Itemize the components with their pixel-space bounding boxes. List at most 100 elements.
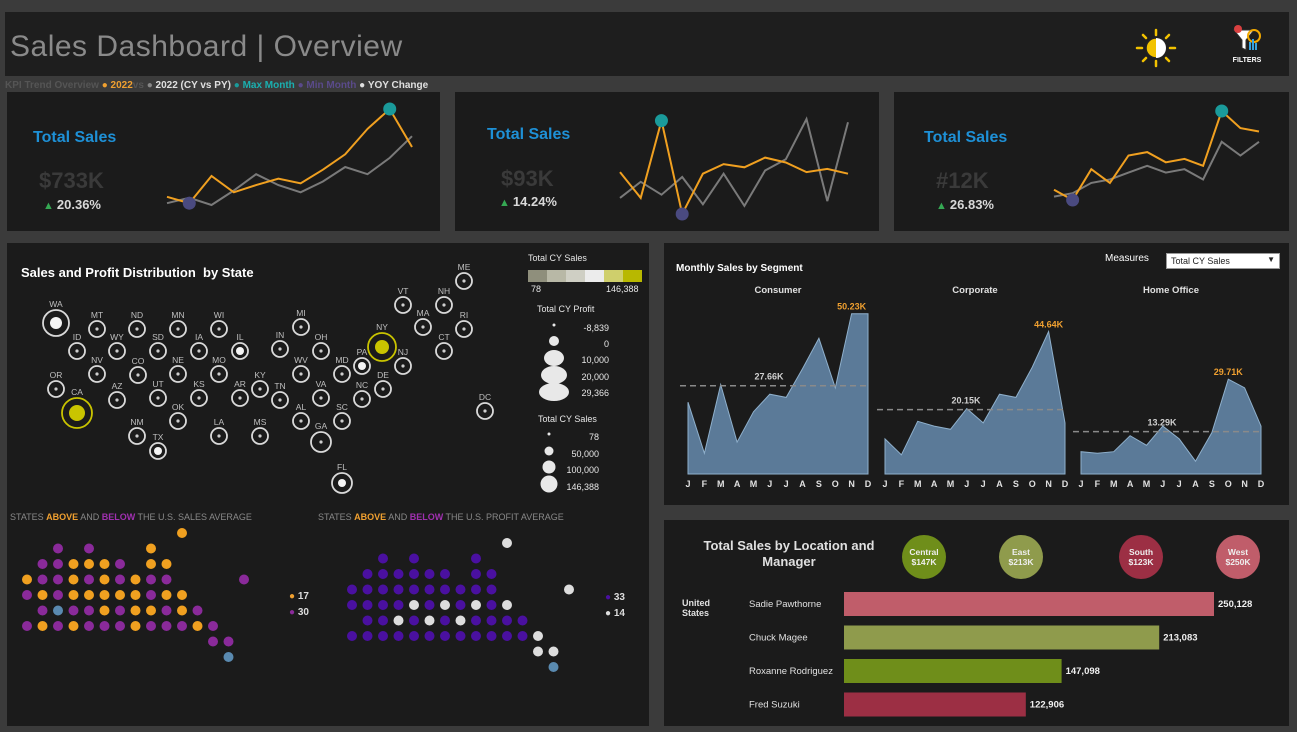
state-label: WI [214,310,224,320]
size-legend-mark [542,460,556,474]
state-label: NJ [398,347,408,357]
state-dot [258,387,262,391]
profit-average-legend: ● 33 ● 14 [605,590,625,622]
month-label: F [899,479,905,489]
month-label: O [832,479,839,489]
kpi-sparkline-1 [166,102,413,210]
month-label: A [799,479,806,489]
state-dot [75,349,79,353]
state-average-dot [146,605,156,616]
state-dot [136,373,140,377]
region-badge-west[interactable]: West $250K [1216,535,1260,579]
state-ring [455,272,473,290]
filters-button[interactable]: FILTERS [1227,24,1267,68]
manager-row: Sadie Pawthorne 250,128 [749,592,1252,616]
region-badge-south[interactable]: South $123K [1119,535,1163,579]
manager-name: Chuck Magee [749,633,808,644]
state-label: AL [296,402,307,412]
profit-average-title-pre: STATES [318,512,355,522]
kpi-card-3[interactable]: Total Sales #12K ▲ 26.83% [894,92,1289,231]
state-dot [381,387,385,391]
state-ut: UT [149,379,167,407]
state-ring [210,320,228,338]
average-label: 13.29K [1147,418,1177,428]
state-average-dot [347,584,357,595]
segment-area [884,329,1066,475]
state-sd: SD [149,332,167,360]
max-month-point [654,114,668,128]
state-average-dot [22,621,32,631]
theme-toggle-button[interactable] [1133,28,1179,68]
state-il: IL [231,332,249,360]
kpi-card-1[interactable]: Total Sales $733K ▲ 20.36% [7,92,440,231]
state-dot [299,372,303,376]
state-label: FL [337,462,347,472]
state-average-dot [362,600,373,610]
state-average-dot [409,631,419,641]
kpi-legend-min: Min Month [306,80,357,91]
sales-average-title-post: THE U.S. SALES AVERAGE [135,512,252,522]
kpi-change-value: 26.83% [949,197,994,212]
sun-icon [1135,28,1177,68]
state-ring [292,365,310,383]
state-ri: RI [455,310,473,338]
state-average-dot [146,590,156,600]
state-ring [190,342,208,360]
measures-select[interactable]: Total CY Sales ▼ [1166,253,1280,269]
state-average-dot [486,600,497,610]
region-badge-east[interactable]: East $213K [999,535,1043,579]
state-label: ME [458,262,471,272]
state-average-dot [99,574,110,585]
region-badge-central[interactable]: Central $147K [902,535,946,579]
manager-bar [844,659,1062,683]
map-title: Sales and Profit Distribution by State [21,265,254,280]
month-label: O [1029,479,1036,489]
kpi-card-2[interactable]: Total Sales $93K ▲ 14.24% [455,92,879,231]
max-label: 29.71K [1214,367,1244,377]
state-average-dot [409,584,419,595]
state-label: MD [335,355,348,365]
month-label: D [865,479,872,489]
manager-value: 147,098 [1066,666,1100,677]
size-legend-mark [547,432,551,436]
kpi-title: Total Sales [924,129,1008,146]
state-average-dot [146,574,156,585]
state-ring [331,472,353,494]
state-average-dot [223,636,234,647]
segment-panel: Monthly Sales by Segment Measures Total … [664,243,1289,505]
page-title: Sales Dashboard | Overview [10,30,403,63]
state-average-dot [177,528,187,538]
state-average-dot [362,569,373,579]
manager-name: Sadie Pawthorne [749,599,821,610]
state-average-dot [115,574,125,585]
state-average-dot [37,574,48,585]
state-average-dot [22,574,32,585]
state-average-dot [378,569,388,579]
state-average-dot [208,621,218,631]
state-average-dot [115,605,125,616]
state-sc: SC [333,402,351,430]
legend-dot-py: ● [146,80,153,91]
state-wa: WA [42,299,70,337]
state-average-dot [548,646,559,657]
state-map: ME VT NH WA MT ND MN WI MI NY MA RI ID WY SD IA IL IN OH PA… [42,262,494,494]
state-average-dot [533,631,543,641]
state-average-dot [22,590,32,600]
month-label: J [882,479,887,489]
state-ring [435,342,453,360]
state-dot [197,396,201,400]
sales-legend-max: 146,388 [606,284,639,294]
month-label: A [1127,479,1134,489]
state-label: NM [130,417,143,427]
state-average-dot [146,621,156,631]
state-average-dot [161,559,172,569]
state-label: CT [438,332,449,342]
series-line-PY [619,116,849,208]
state-ring [367,332,397,362]
month-label: J [767,479,772,489]
state-label: IA [195,332,203,342]
state-dot [319,396,323,400]
state-ring [414,318,432,336]
state-ma: MA [414,308,432,336]
state-average-dot [130,621,141,631]
